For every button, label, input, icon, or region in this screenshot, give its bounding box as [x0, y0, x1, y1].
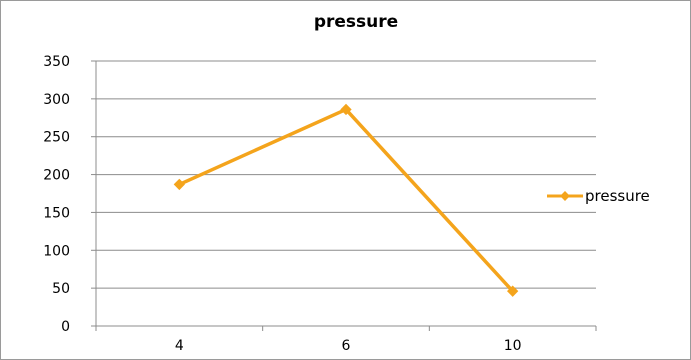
legend-label: pressure: [585, 187, 650, 205]
y-tick-label: 0: [61, 319, 70, 335]
y-tick-label: 50: [52, 281, 70, 297]
x-tick-labels: 4 6 10: [175, 338, 522, 354]
y-tick-label: 150: [43, 205, 70, 221]
y-tick-label: 200: [43, 168, 70, 184]
y-tick-label: 100: [43, 243, 70, 259]
data-point: [507, 285, 519, 297]
x-tick-label: 4: [175, 338, 184, 354]
y-tick-label: 300: [43, 92, 70, 108]
y-tick-label: 350: [43, 54, 70, 70]
x-tick-label: 10: [504, 338, 522, 354]
x-tick-label: 6: [342, 338, 351, 354]
legend-point-marker: [560, 191, 570, 201]
y-tick-labels: 0 50 100 150 200 250 300 350: [43, 54, 70, 335]
gridlines: [96, 60, 596, 289]
chart-title: pressure: [314, 12, 398, 32]
data-point: [173, 178, 185, 191]
series-lines: [173, 103, 519, 297]
y-tick-label: 250: [43, 130, 70, 146]
axes: [91, 60, 597, 331]
legend: pressure: [547, 187, 650, 205]
